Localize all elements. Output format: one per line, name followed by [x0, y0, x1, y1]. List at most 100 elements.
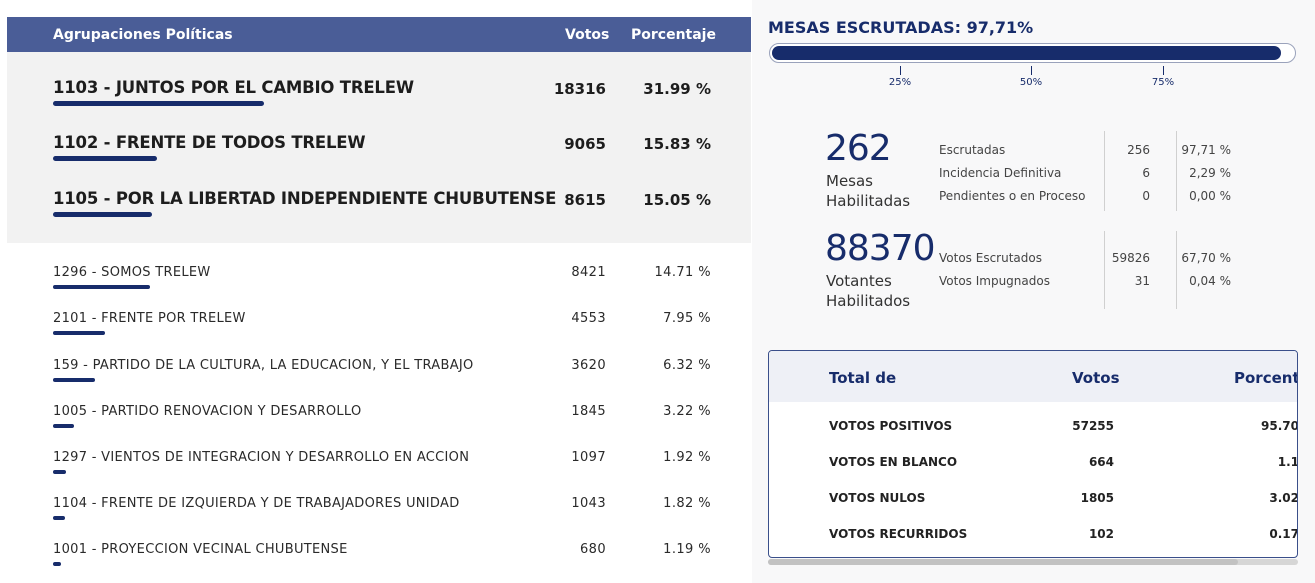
- party-name: 1001 - PROYECCION VECINAL CHUBUTENSE: [53, 542, 348, 557]
- totals-header-name: Total de: [829, 369, 897, 387]
- party-votes: 9065: [564, 135, 606, 153]
- party-pct: 1.82 %: [663, 496, 711, 511]
- party-share-bar: [53, 378, 95, 382]
- party-share-bar: [53, 212, 153, 217]
- party-name: 2101 - FRENTE POR TRELEW: [53, 311, 246, 326]
- party-votes: 1043: [571, 496, 606, 511]
- stat-pct: 0,00 %: [1189, 189, 1231, 203]
- party-pct: 7.95 %: [663, 311, 711, 326]
- stat-value: 256: [1127, 143, 1150, 157]
- divider: [1104, 131, 1105, 211]
- party-votes: 18316: [553, 80, 606, 98]
- stat-label: Escrutadas: [939, 143, 1006, 157]
- party-share-bar: [53, 101, 265, 106]
- party-share-bar: [53, 516, 65, 520]
- stat-value: 59826: [1111, 251, 1150, 265]
- totals-votes: 57255: [1072, 419, 1114, 433]
- totals-label: VOTOS NULOS: [829, 491, 926, 505]
- party-name: 1296 - SOMOS TRELEW: [53, 265, 211, 280]
- mesas-habilitadas-count: 262: [825, 128, 892, 169]
- mesas-progress-fill: [772, 46, 1282, 60]
- top-parties: 1103 - JUNTOS POR EL CAMBIO TRELEW 18316…: [7, 52, 751, 243]
- totals-votes: 664: [1088, 455, 1114, 469]
- divider: [1176, 231, 1177, 309]
- stat-value: 31: [1134, 274, 1150, 288]
- party-pct: 14.71 %: [654, 265, 711, 280]
- party-votes: 1097: [571, 450, 606, 465]
- totals-label: VOTOS POSITIVOS: [829, 419, 953, 433]
- header-agrupaciones: Agrupaciones Políticas: [53, 27, 233, 43]
- scrollbar-thumb[interactable]: [768, 559, 1238, 565]
- stat-pct: 2,29 %: [1189, 166, 1231, 180]
- party-name: 1103 - JUNTOS POR EL CAMBIO TRELEW: [53, 78, 414, 97]
- party-name: 1104 - FRENTE DE IZQUIERDA Y DE TRABAJAD…: [53, 496, 460, 511]
- totals-pct: 1.1: [1277, 455, 1298, 469]
- party-votes: 1845: [571, 404, 606, 419]
- party-row[interactable]: 1005 - PARTIDO RENOVACION Y DESARROLLO 1…: [7, 404, 751, 444]
- votantes-habilitados-count: 88370: [825, 228, 936, 269]
- summary-panel: MESAS ESCRUTADAS: 97,71% 25% 50% 75% 262…: [752, 0, 1315, 583]
- stat-pct: 67,70 %: [1181, 251, 1231, 265]
- totals-pct: 95.70: [1261, 419, 1298, 433]
- header-votos: Votos: [565, 27, 610, 43]
- party-row[interactable]: 1296 - SOMOS TRELEW 8421 14.71 %: [7, 265, 751, 305]
- party-row[interactable]: 1297 - VIENTOS DE INTEGRACION Y DESARROL…: [7, 450, 751, 490]
- totals-votes: 102: [1088, 527, 1114, 541]
- totals-header-pct: Porcenta: [1234, 369, 1297, 387]
- stat-label: Votos Impugnados: [939, 274, 1050, 288]
- stat-label: Votos Escrutados: [939, 251, 1042, 265]
- party-votes: 8615: [564, 191, 606, 209]
- party-share-bar: [53, 424, 75, 428]
- header-porcentaje: Porcentaje: [631, 27, 716, 43]
- totals-horizontal-scrollbar[interactable]: [768, 559, 1298, 565]
- stat-label: Incidencia Definitiva: [939, 166, 1062, 180]
- party-votes: 4553: [571, 311, 606, 326]
- habilitados-label: Habilitados: [826, 292, 911, 310]
- totals-label: VOTOS RECURRIDOS: [829, 527, 968, 541]
- party-pct: 6.32 %: [663, 358, 711, 373]
- stat-pct: 97,71 %: [1181, 143, 1231, 157]
- totals-pct: 0.17: [1269, 527, 1298, 541]
- party-pct: 1.19 %: [663, 542, 711, 557]
- party-row[interactable]: 159 - PARTIDO DE LA CULTURA, LA EDUCACIO…: [7, 358, 751, 398]
- party-share-bar: [53, 285, 151, 289]
- mesas-escrutadas-title: MESAS ESCRUTADAS: 97,71%: [768, 18, 1034, 37]
- party-share-bar: [53, 156, 158, 161]
- mesas-progress-bar: [769, 43, 1296, 63]
- totals-table: Total de Votos Porcenta VOTOS POSITIVOS …: [768, 350, 1298, 558]
- top-party-row[interactable]: 1105 - POR LA LIBERTAD INDEPENDIENTE CHU…: [7, 189, 751, 229]
- party-votes: 3620: [571, 358, 606, 373]
- votantes-label: Votantes: [826, 272, 892, 290]
- totals-row: VOTOS RECURRIDOS 102 0.17: [769, 527, 1298, 557]
- progress-tick-50: 50%: [1011, 66, 1051, 88]
- party-name: 1102 - FRENTE DE TODOS TRELEW: [53, 133, 366, 152]
- party-pct: 15.83 %: [643, 135, 711, 153]
- totals-pct: 3.02: [1269, 491, 1298, 505]
- divider: [1104, 231, 1105, 309]
- party-row[interactable]: 1001 - PROYECCION VECINAL CHUBUTENSE 680…: [7, 542, 751, 582]
- progress-tick-25: 25%: [880, 66, 920, 88]
- top-party-row[interactable]: 1103 - JUNTOS POR EL CAMBIO TRELEW 18316…: [7, 78, 751, 118]
- party-name: 1105 - POR LA LIBERTAD INDEPENDIENTE CHU…: [53, 189, 557, 208]
- totals-row: VOTOS NULOS 1805 3.02: [769, 491, 1297, 527]
- totals-votes: 1805: [1080, 491, 1114, 505]
- stat-value: 6: [1142, 166, 1150, 180]
- party-pct: 15.05 %: [643, 191, 711, 209]
- top-party-row[interactable]: 1102 - FRENTE DE TODOS TRELEW 9065 15.83…: [7, 133, 751, 173]
- stat-pct: 0,04 %: [1189, 274, 1231, 288]
- totals-header: Total de Votos Porcenta: [769, 351, 1297, 402]
- party-share-bar: [53, 331, 106, 335]
- stat-value: 0: [1142, 189, 1150, 203]
- party-row[interactable]: 2101 - FRENTE POR TRELEW 4553 7.95 %: [7, 311, 751, 351]
- party-name: 1005 - PARTIDO RENOVACION Y DESARROLLO: [53, 404, 362, 419]
- totals-row: VOTOS POSITIVOS 57255 95.70: [769, 419, 1297, 455]
- mesas-label: Mesas: [826, 172, 873, 190]
- party-votes: 8421: [571, 265, 606, 280]
- habilitadas-label: Habilitadas: [826, 192, 911, 210]
- party-name: 1297 - VIENTOS DE INTEGRACION Y DESARROL…: [53, 450, 470, 465]
- party-name: 159 - PARTIDO DE LA CULTURA, LA EDUCACIO…: [53, 358, 474, 373]
- divider: [1176, 131, 1177, 211]
- totals-row: VOTOS EN BLANCO 664 1.1: [769, 455, 1297, 491]
- party-row[interactable]: 1104 - FRENTE DE IZQUIERDA Y DE TRABAJAD…: [7, 496, 751, 536]
- results-table: Agrupaciones Políticas Votos Porcentaje …: [7, 17, 751, 583]
